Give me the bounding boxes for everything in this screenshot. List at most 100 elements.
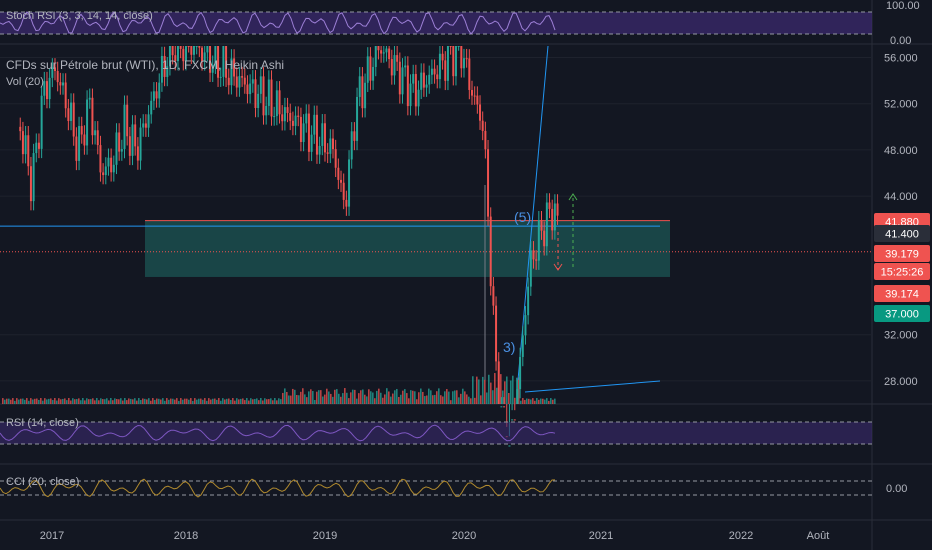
candle-body <box>45 81 48 100</box>
candle-body <box>278 90 281 115</box>
wave-label-5: (5) <box>514 209 531 225</box>
candle-body <box>67 108 70 121</box>
candle-body <box>457 46 460 47</box>
volume-bar <box>306 397 308 404</box>
candle-body <box>529 250 532 287</box>
volume-bar <box>208 398 210 404</box>
candle-body <box>401 67 404 95</box>
volume-bar <box>474 397 476 404</box>
volume-bar <box>346 392 348 404</box>
candle-body <box>96 130 99 146</box>
time-tick-label: 2022 <box>729 530 753 542</box>
candle-body <box>104 166 107 176</box>
volume-bar <box>158 398 160 404</box>
candle-body <box>497 361 500 404</box>
volume-bar <box>244 400 246 404</box>
candle-body <box>254 79 257 109</box>
volume-bar <box>406 393 408 404</box>
candle-body <box>307 113 310 152</box>
volume-bar <box>454 390 456 404</box>
price-label-text: 41.400 <box>885 229 919 241</box>
volume-bar <box>272 400 274 404</box>
volume-bar <box>362 389 364 404</box>
volume-bar <box>398 396 400 404</box>
candle-body <box>281 114 284 122</box>
candle-body <box>112 164 115 173</box>
volume-bar <box>426 395 428 404</box>
stoch-rsi-k-line <box>0 11 556 35</box>
price-tick-label: 28.000 <box>884 376 918 388</box>
volume-bar <box>202 399 204 404</box>
candle-body <box>166 66 169 77</box>
candle-body <box>398 61 401 95</box>
candle-body <box>128 136 131 156</box>
candle-body <box>318 145 321 155</box>
volume-bar <box>112 400 114 404</box>
volume-bar <box>170 398 172 404</box>
volume-bar <box>526 398 528 404</box>
volume-bar <box>94 400 96 404</box>
volume-bar <box>534 400 536 404</box>
volume-bar <box>410 390 412 404</box>
candle-body <box>150 100 153 115</box>
volume-bar <box>490 382 492 404</box>
volume-bar <box>76 399 78 404</box>
candle-body <box>265 105 268 116</box>
candle-body <box>420 72 423 90</box>
candle-body <box>305 113 308 124</box>
candle-body <box>452 46 455 77</box>
candle-body <box>235 76 238 88</box>
volume-bar <box>424 396 426 404</box>
candle-body <box>40 95 43 149</box>
rsi-line <box>0 424 556 442</box>
candle-body <box>543 230 546 247</box>
volume-bar <box>210 399 212 404</box>
volume-bar <box>42 400 44 404</box>
volume-bar <box>152 398 154 404</box>
volume-bar <box>402 390 404 404</box>
candle-body <box>160 55 163 83</box>
candle-body <box>131 124 134 156</box>
candle-body <box>508 445 511 447</box>
candle-body <box>315 114 318 155</box>
candle-body <box>337 167 340 180</box>
volume-bar <box>148 398 150 404</box>
volume-bar <box>98 400 100 404</box>
volume-bar <box>16 398 18 404</box>
candle-body <box>251 79 254 84</box>
volume-bar <box>222 398 224 404</box>
candle-body <box>289 112 292 121</box>
volume-bar <box>72 398 74 404</box>
candle-body <box>545 202 548 247</box>
candle-body <box>513 419 516 421</box>
volume-bar <box>24 399 26 404</box>
volume-bar <box>262 400 264 404</box>
volume-bar <box>58 398 60 404</box>
volume-bar <box>300 391 302 404</box>
volume-bar <box>532 398 534 404</box>
volume-bar <box>156 398 158 404</box>
candle-body <box>163 55 166 77</box>
volume-bar <box>492 390 494 404</box>
candle-body <box>310 134 313 152</box>
time-tick-label: 2018 <box>174 530 198 542</box>
candle-body <box>209 46 212 73</box>
candle-body <box>521 335 524 357</box>
volume-bar <box>448 391 450 404</box>
volume-bar <box>372 392 374 404</box>
arrow-down-icon <box>553 263 563 271</box>
volume-bar <box>84 400 86 404</box>
volume-bar <box>430 390 432 404</box>
candle-body <box>102 172 105 176</box>
volume-bar <box>162 398 164 404</box>
candle-body <box>291 120 294 126</box>
volume-bar <box>142 398 144 404</box>
volume-bar <box>274 398 276 404</box>
volume-bar <box>304 394 306 404</box>
volume-bar <box>12 398 14 404</box>
cci-tick-label: 0.00 <box>886 483 907 495</box>
candle-body <box>206 46 209 53</box>
volume-bar <box>350 392 352 404</box>
volume-bar <box>108 400 110 404</box>
